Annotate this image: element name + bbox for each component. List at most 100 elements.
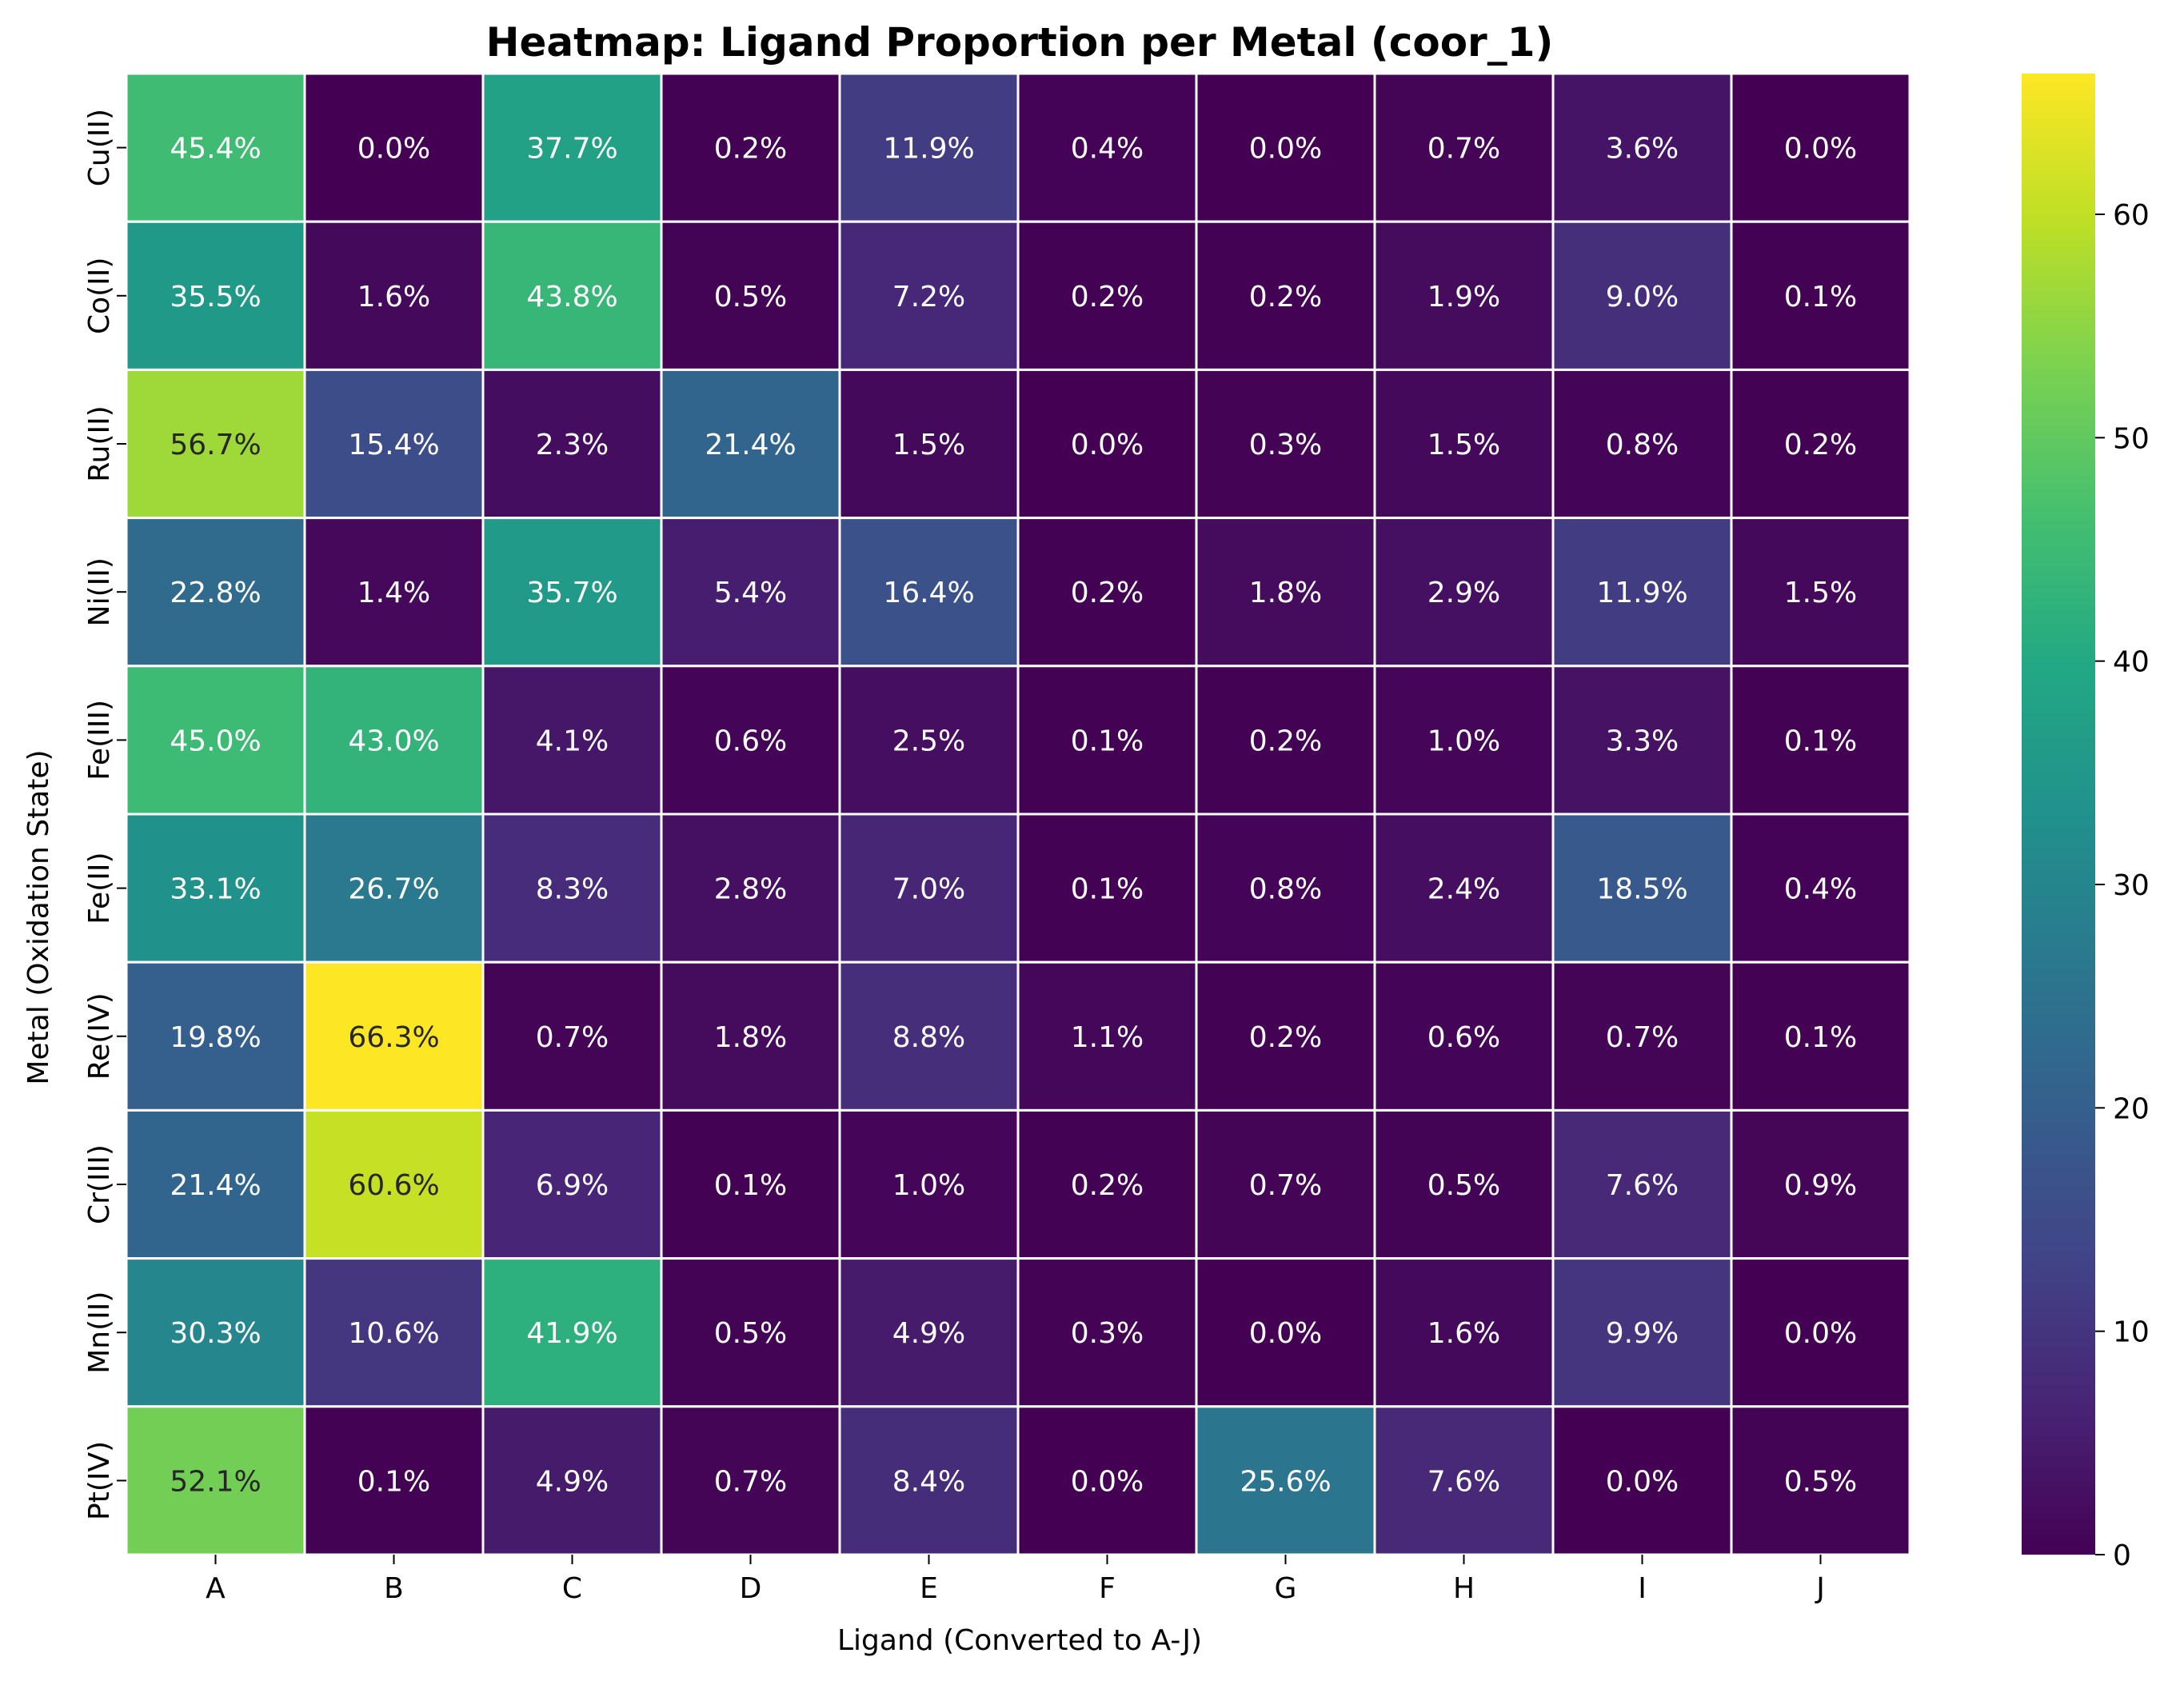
cell-value-label: 1.6%: [1427, 1317, 1500, 1350]
heatmap-cell: [481, 813, 663, 964]
x-axis: A B C D E F G H I J: [206, 1555, 1825, 1605]
heatmap-cell: [1551, 665, 1733, 816]
colorbar-tick-label: 0: [2113, 1539, 2131, 1572]
cell-value-label: 0.4%: [1071, 133, 1144, 166]
cell-value-label: 35.7%: [526, 577, 617, 609]
heatmap-cell: [1195, 1108, 1376, 1260]
cell-value-label: 37.7%: [526, 133, 617, 166]
cell-value-label: 0.5%: [1427, 1169, 1500, 1202]
heatmap-cell: [1551, 368, 1733, 520]
heatmap-cell: [125, 1405, 306, 1556]
cell-value-label: 0.5%: [1784, 1465, 1857, 1498]
cell-value-label: 0.4%: [1784, 873, 1857, 906]
colorbar-tick-label: 60: [2113, 199, 2150, 232]
cell-value-label: 11.9%: [883, 133, 974, 166]
cell-value-label: 8.8%: [892, 1021, 965, 1054]
heatmap-cell: [1195, 220, 1376, 371]
heatmap-cell: [1551, 1257, 1733, 1408]
heatmap-cell: [1016, 517, 1198, 668]
cell-value-label: 0.2%: [1071, 1169, 1144, 1202]
cell-value-label: 2.3%: [536, 429, 609, 461]
x-tick-label: G: [1275, 1572, 1297, 1605]
heatmap-cell: [1016, 813, 1198, 964]
colorbar: 0 10 20 30 40 50 60: [2022, 74, 2150, 1572]
cell-value-label: 0.0%: [1606, 1465, 1679, 1498]
heatmap-cell: [1195, 368, 1376, 520]
heatmap-cell: [1551, 220, 1733, 371]
y-tick-label: Fe(II): [83, 852, 116, 924]
heatmap-cell: [838, 1405, 1020, 1556]
heatmap-cell: [660, 1257, 841, 1408]
heatmap-cell: [1373, 1405, 1555, 1556]
cell-value-label: 1.0%: [892, 1169, 965, 1202]
heatmap-cell: [1730, 72, 1911, 223]
cell-value-label: 9.9%: [1606, 1317, 1679, 1350]
cell-value-label: 2.5%: [892, 725, 965, 757]
cell-value-label: 0.3%: [1249, 429, 1322, 461]
heatmap-cell: [1195, 1405, 1376, 1556]
heatmap-cell: [481, 72, 663, 223]
heatmap-cell: [1373, 517, 1555, 668]
cell-value-label: 0.3%: [1071, 1317, 1144, 1350]
cell-value-label: 0.1%: [1784, 281, 1857, 313]
cell-value-label: 0.8%: [1249, 873, 1322, 906]
heatmap-cell: [1551, 960, 1733, 1112]
heatmap-cell: [1730, 517, 1911, 668]
cell-value-label: 52.1%: [170, 1465, 261, 1498]
cell-value-label: 22.8%: [170, 577, 261, 609]
cell-value-label: 8.4%: [892, 1465, 965, 1498]
heatmap-cell: [1195, 517, 1376, 668]
cell-value-label: 0.0%: [1071, 1465, 1144, 1498]
heatmap-cell: [838, 813, 1020, 964]
cell-value-label: 0.8%: [1606, 429, 1679, 461]
heatmap-cell: [1373, 1108, 1555, 1260]
y-tick-label: Cu(II): [83, 109, 116, 186]
heatmap-cell: [125, 517, 306, 668]
cell-value-label: 0.1%: [1784, 725, 1857, 757]
cell-value-label: 5.4%: [714, 577, 787, 609]
cell-value-label: 1.0%: [1427, 725, 1500, 757]
x-axis-label: Ligand (Converted to A-J): [837, 1624, 1202, 1657]
heatmap-cell: [1016, 1405, 1198, 1556]
cell-value-label: 41.9%: [526, 1317, 617, 1350]
heatmap-cell: [1551, 1405, 1733, 1556]
heatmap-cell: [1730, 1257, 1911, 1408]
heatmap-cell: [1551, 813, 1733, 964]
heatmap-cell: [303, 665, 485, 816]
cell-value-label: 25.6%: [1240, 1465, 1331, 1498]
heatmap-cell: [1730, 1405, 1911, 1556]
heatmap-cell: [1373, 72, 1555, 223]
y-tick-label: Pt(IV): [83, 1441, 116, 1520]
heatmap-cell: [838, 1257, 1020, 1408]
cell-value-label: 4.9%: [892, 1317, 965, 1350]
cell-value-label: 18.5%: [1596, 873, 1687, 906]
cell-value-label: 15.4%: [348, 429, 439, 461]
heatmap-cell: [1551, 1108, 1733, 1260]
cell-value-label: 43.8%: [526, 281, 617, 313]
cell-value-label: 0.0%: [1249, 133, 1322, 166]
heatmap-cell: [481, 1108, 663, 1260]
heatmap-cell: [125, 960, 306, 1112]
heatmap-cell: [1195, 665, 1376, 816]
heatmap-cell: [303, 1108, 485, 1260]
heatmap-cell: [660, 1405, 841, 1556]
y-tick-label: Re(IV): [83, 992, 116, 1080]
heatmap-cell: [1373, 220, 1555, 371]
chart-title: Heatmap: Ligand Proportion per Metal (co…: [486, 19, 1554, 66]
heatmap-cell: [838, 368, 1020, 520]
cell-value-label: 1.1%: [1071, 1021, 1144, 1054]
cell-value-label: 0.0%: [1249, 1317, 1322, 1350]
cell-value-label: 4.1%: [536, 725, 609, 757]
cell-value-label: 1.8%: [1249, 577, 1322, 609]
cell-value-label: 56.7%: [170, 429, 261, 461]
heatmap-cell: [125, 368, 306, 520]
cell-value-label: 0.0%: [1071, 429, 1144, 461]
cell-value-label: 0.7%: [1427, 133, 1500, 166]
heatmap-cell: [303, 1405, 485, 1556]
cell-value-label: 3.3%: [1606, 725, 1679, 757]
colorbar-tick-label: 50: [2113, 422, 2150, 455]
x-tick-label: I: [1638, 1572, 1647, 1605]
heatmap-cells: 45.4% 0.0% 37.7% 0.2% 11.9% 0.4% 0.0% 0.7% 3.6% 0…: [125, 72, 1911, 1556]
heatmap-cell: [1016, 72, 1198, 223]
